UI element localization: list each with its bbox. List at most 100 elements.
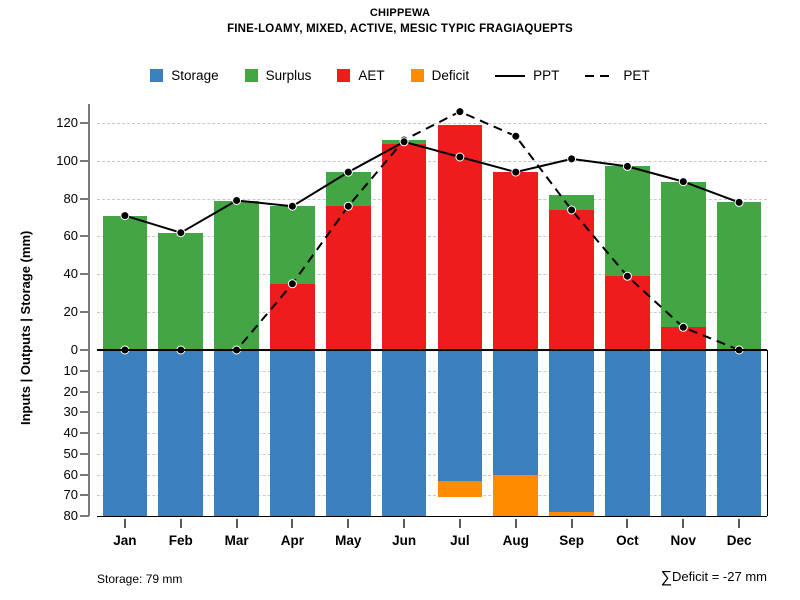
gridline — [97, 474, 767, 476]
y-tick — [80, 235, 89, 238]
y-tick-label: 30 — [63, 404, 78, 420]
gridline — [97, 495, 767, 497]
ppt-point — [455, 152, 465, 162]
y-tick-label: 40 — [63, 266, 78, 282]
bar-segment-storage — [660, 350, 706, 516]
y-tick — [80, 197, 89, 200]
pet-point — [287, 279, 297, 289]
line-series-layer — [120, 107, 744, 355]
legend-item-storage[interactable]: Storage — [150, 68, 219, 83]
x-tick-label-feb: Feb — [168, 533, 193, 548]
ppt-point — [399, 137, 409, 147]
y-tick — [80, 121, 89, 124]
y-tick — [80, 452, 89, 455]
y-tick-label: 70 — [63, 487, 78, 503]
x-axis: Jan Feb Mar Apr May Jun Jul Aug Sep Oct Nov Dec — [97, 519, 767, 559]
bar-segment-aet — [605, 276, 650, 350]
y-tick — [80, 411, 89, 414]
deficit-footnote-text: Deficit = -27 mm — [672, 569, 767, 584]
bar-segment-aet — [549, 209, 594, 350]
legend-label: Storage — [171, 68, 219, 83]
ppt-point — [120, 211, 130, 221]
x-tick — [235, 519, 238, 528]
bar-segment-surplus — [716, 202, 762, 350]
x-tick-label-mar: Mar — [224, 533, 249, 548]
legend-item-aet[interactable]: AET — [337, 68, 385, 83]
bar-segment-surplus — [270, 206, 315, 284]
bar-segment-surplus — [102, 215, 148, 350]
gridline — [97, 370, 767, 372]
y-tick-label: 40 — [63, 425, 78, 440]
bar-segment-storage — [493, 350, 539, 475]
x-tick-label-sep: Sep — [559, 533, 584, 548]
x-tick — [738, 519, 741, 528]
y-tick-label: 120 — [56, 114, 78, 130]
legend-swatch-icon — [337, 69, 351, 82]
y-tick-label: 80 — [63, 508, 78, 523]
pet-point — [567, 205, 577, 215]
bar-segment-storage — [605, 350, 650, 516]
x-tick — [458, 519, 461, 528]
x-tick — [291, 519, 294, 528]
x-tick — [626, 519, 629, 528]
y-tick-label: 10 — [63, 362, 78, 378]
legend-item-surplus[interactable]: Surplus — [244, 68, 312, 83]
pet-point — [678, 322, 688, 332]
y-axis-labels: 0 20 40 60 80 100 120 10 20 30 40 50 60 70 80 — [0, 104, 78, 523]
legend-label: Surplus — [265, 68, 312, 83]
legend-swatch-icon — [150, 69, 164, 82]
bar-segment-deficit — [549, 511, 594, 516]
y-tick-label: 60 — [63, 466, 78, 482]
storage-footnote: Storage: 79 mm — [97, 572, 183, 586]
bar-segment-aet — [381, 143, 427, 350]
gridline — [97, 160, 767, 162]
plot-right-border — [767, 350, 768, 516]
ppt-point — [343, 167, 353, 177]
bar-segment-storage — [214, 350, 259, 516]
x-tick-label-aug: Aug — [502, 533, 529, 548]
bar-segment-surplus — [605, 166, 650, 277]
y-tick — [80, 273, 89, 276]
gridline — [97, 453, 767, 455]
y-tick — [80, 494, 89, 497]
y-tick-label: 20 — [63, 383, 78, 399]
x-tick — [570, 519, 573, 528]
legend-label: PET — [623, 68, 650, 83]
x-tick — [123, 519, 126, 528]
ppt-point — [678, 177, 688, 187]
plot-bottom-border — [97, 516, 767, 517]
legend-item-ppt[interactable]: PPT — [495, 68, 559, 83]
bar-segment-storage — [325, 350, 371, 516]
bar-segment-surplus — [549, 194, 594, 210]
legend-item-pet[interactable]: PET — [585, 68, 650, 83]
bar-segment-storage — [102, 350, 148, 516]
y-axis-title: Inputs | Outputs | Storage (mm) — [18, 230, 33, 425]
x-tick-label-jul: Jul — [450, 533, 470, 548]
legend-item-deficit[interactable]: Deficit — [410, 68, 469, 83]
bar-segment-deficit — [437, 480, 483, 498]
gridline — [97, 433, 767, 434]
gridline — [97, 391, 767, 393]
x-tick — [403, 519, 406, 528]
bar-segment-aet — [437, 124, 483, 350]
bar-segment-aet — [660, 327, 706, 350]
bar-segment-surplus — [214, 200, 259, 350]
pet-point — [622, 271, 632, 281]
gridline — [97, 198, 767, 200]
y-tick — [80, 473, 89, 476]
gridline — [97, 312, 767, 314]
y-tick — [80, 159, 89, 162]
chart-title-block: CHIPPEWA FINE-LOAMY, MIXED, ACTIVE, MESI… — [0, 6, 800, 37]
ppt-line — [124, 140, 740, 234]
x-tick-label-nov: Nov — [670, 533, 697, 548]
zero-line — [97, 349, 767, 351]
pet-point — [511, 131, 521, 141]
x-tick-label-apr: Apr — [280, 533, 305, 548]
page-title: CHIPPEWA — [369, 7, 431, 19]
legend-label: PPT — [533, 68, 560, 83]
bar-segment-storage — [270, 350, 315, 516]
y-axis-spine — [88, 104, 90, 516]
y-tick-label: 20 — [63, 304, 78, 320]
x-tick-label-dec: Dec — [726, 533, 752, 548]
